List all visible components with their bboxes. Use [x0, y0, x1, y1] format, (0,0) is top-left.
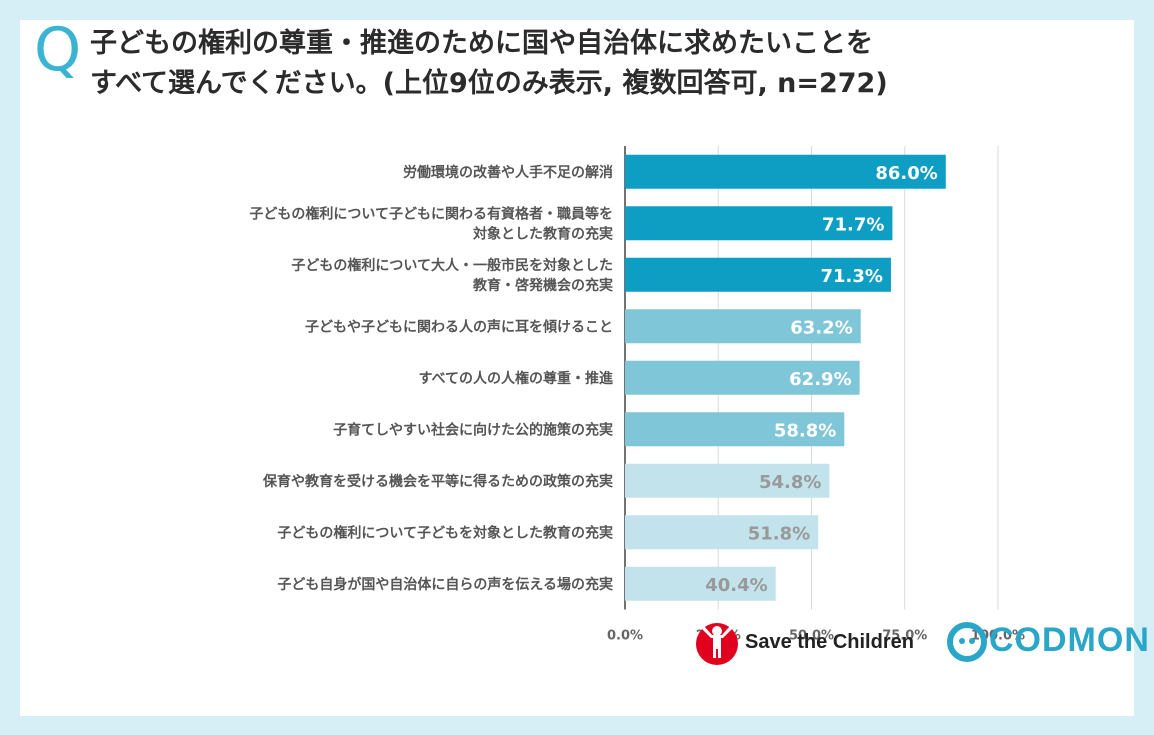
bar: [625, 257, 891, 292]
category-label: 対象とした教育の充実: [472, 225, 613, 242]
bar-value-label: 71.3%: [820, 266, 882, 287]
question-mark-icon: Q: [34, 15, 82, 85]
category-label: 労働環境の改善や人手不足の解消: [403, 164, 613, 181]
save-the-children-logo: Save the Children: [695, 618, 914, 666]
category-label: 子どもの権利について子どもに関わる有資格者・職員等を: [249, 205, 613, 222]
category-label: 子どもや子どもに関わる人の声に耳を傾けること: [305, 318, 613, 335]
bar-value-label: 62.9%: [789, 369, 851, 390]
question-text: 子どもの権利の尊重・推進のために国や自治体に求めたいことを すべて選んでください…: [90, 24, 1100, 104]
bar-value-label: 58.8%: [774, 420, 836, 441]
bar: [625, 309, 861, 344]
category-label: 教育・啓発機会の充実: [473, 277, 613, 294]
bar-value-label: 63.2%: [790, 317, 852, 338]
chart-card: [20, 20, 1134, 716]
x-tick-label: 50.0%: [789, 629, 834, 644]
bar-value-label: 51.8%: [748, 523, 810, 544]
bar: [625, 154, 946, 189]
x-tick-label: 0.0%: [607, 629, 643, 644]
category-label: 子ども自身が国や自治体に自らの声を伝える場の充実: [277, 576, 613, 593]
question-line-2: すべて選んでください。(上位9位のみ表示, 複数回答可, n=272): [90, 68, 888, 99]
category-label: 保育や教育を受ける機会を平等に得るための政策の充実: [262, 473, 613, 490]
category-label: 子育てしやすい社会に向けた公的施策の充実: [333, 421, 613, 438]
category-label: 子どもの権利について子どもを対象とした教育の充実: [277, 524, 613, 541]
bar-value-label: 54.8%: [759, 472, 821, 493]
question-line-1: 子どもの権利の尊重・推進のために国や自治体に求めたいことを: [90, 28, 873, 59]
bar: [625, 515, 819, 550]
x-tick-label: 75.0%: [882, 629, 927, 644]
bar: [625, 360, 860, 395]
codmon-logo: CODMON: [945, 614, 1150, 666]
codmon-wordmark: CODMON: [989, 620, 1150, 659]
category-label: すべての人の人権の尊重・推進: [419, 370, 613, 387]
bar-value-label: 86.0%: [875, 163, 937, 184]
save-the-children-emblem-icon: [696, 623, 738, 665]
category-label: 子どもの権利について大人・一般市民を対象とした: [291, 257, 613, 274]
codmon-face-icon: [947, 622, 987, 662]
bar-value-label: 40.4%: [705, 575, 767, 596]
bar: [625, 412, 845, 447]
bar-value-label: 71.7%: [822, 214, 884, 235]
bar: [625, 566, 776, 601]
bar: [625, 206, 893, 241]
save-the-children-wordmark: Save the Children: [745, 630, 914, 653]
bar: [625, 463, 830, 498]
